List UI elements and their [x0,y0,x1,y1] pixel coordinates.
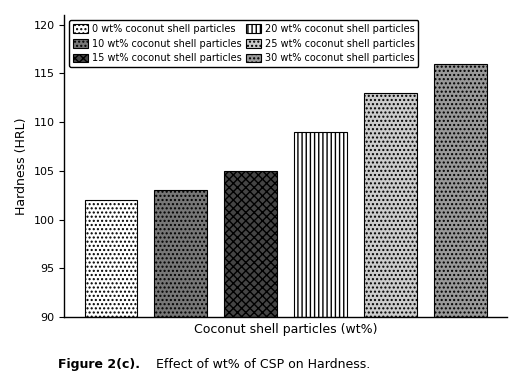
X-axis label: Coconut shell particles (wt%): Coconut shell particles (wt%) [194,323,377,336]
Bar [364,93,417,317]
Bar [85,200,137,317]
Bar [434,64,487,317]
Y-axis label: Hardness (HRL): Hardness (HRL) [15,117,28,215]
Legend: 0 wt% coconut shell particles, 10 wt% coconut shell particles, 15 wt% coconut sh: 0 wt% coconut shell particles, 10 wt% co… [69,20,419,68]
Bar [294,132,347,317]
Text: Figure 2(c).: Figure 2(c). [58,358,140,371]
Bar [224,171,277,317]
Text: Effect of wt% of CSP on Hardness.: Effect of wt% of CSP on Hardness. [152,358,370,371]
Bar [155,190,207,317]
